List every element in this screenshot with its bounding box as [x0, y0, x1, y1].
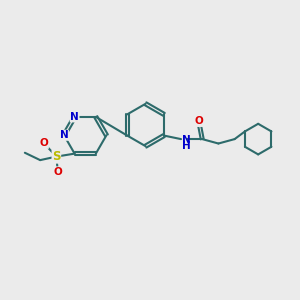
- Text: S: S: [52, 150, 61, 163]
- Text: O: O: [195, 116, 204, 126]
- Text: O: O: [40, 138, 48, 148]
- Text: N: N: [70, 112, 79, 122]
- Text: O: O: [53, 167, 62, 177]
- Text: N: N: [60, 130, 68, 140]
- Text: H: H: [182, 142, 191, 152]
- Text: N: N: [182, 135, 191, 145]
